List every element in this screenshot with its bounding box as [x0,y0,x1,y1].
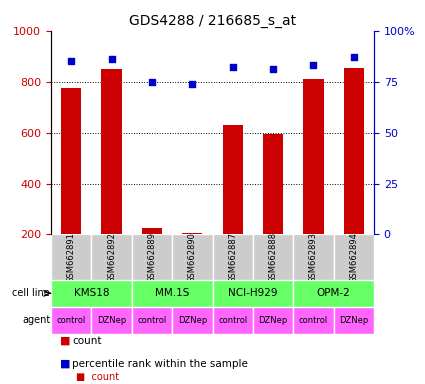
Text: MM.1S: MM.1S [155,288,189,298]
Text: percentile rank within the sample: percentile rank within the sample [72,359,248,369]
FancyBboxPatch shape [51,235,91,280]
Bar [142,228,162,285]
FancyBboxPatch shape [132,280,212,307]
Text: GSM662894: GSM662894 [349,232,358,283]
Bar [61,88,81,285]
FancyBboxPatch shape [91,307,132,334]
Bar [223,125,243,285]
Text: ■: ■ [60,336,70,346]
Text: control: control [57,316,86,325]
FancyBboxPatch shape [172,307,212,334]
Point [189,81,196,87]
Text: ■  count: ■ count [76,372,119,382]
Bar [102,69,122,285]
Point [68,58,75,65]
Text: control: control [299,316,328,325]
FancyBboxPatch shape [293,235,334,280]
Text: GSM662893: GSM662893 [309,232,318,283]
Bar [303,79,323,285]
Bar [263,134,283,285]
Text: cell line: cell line [12,288,50,298]
FancyBboxPatch shape [253,307,293,334]
FancyBboxPatch shape [212,280,293,307]
Point [350,54,357,60]
Text: KMS18: KMS18 [74,288,109,298]
Point [269,66,276,73]
Text: GSM662891: GSM662891 [67,232,76,283]
Text: NCI-H929: NCI-H929 [228,288,278,298]
Text: ■: ■ [60,359,70,369]
FancyBboxPatch shape [334,307,374,334]
Point [108,56,115,62]
FancyBboxPatch shape [51,307,91,334]
Text: DZNep: DZNep [178,316,207,325]
FancyBboxPatch shape [132,307,172,334]
Text: DZNep: DZNep [258,316,288,325]
Bar [182,233,202,285]
Text: DZNep: DZNep [339,316,368,325]
FancyBboxPatch shape [172,235,212,280]
FancyBboxPatch shape [212,307,253,334]
FancyBboxPatch shape [334,235,374,280]
FancyBboxPatch shape [253,235,293,280]
Point [230,65,236,71]
Text: control: control [218,316,247,325]
Text: DZNep: DZNep [97,316,126,325]
FancyBboxPatch shape [91,235,132,280]
Text: agent: agent [22,316,50,326]
FancyBboxPatch shape [212,235,253,280]
Text: GSM662889: GSM662889 [147,232,156,283]
Text: GSM662892: GSM662892 [107,232,116,283]
Text: count: count [72,336,102,346]
Text: GSM662888: GSM662888 [269,232,278,283]
FancyBboxPatch shape [132,235,172,280]
Text: control: control [137,316,167,325]
Title: GDS4288 / 216685_s_at: GDS4288 / 216685_s_at [129,14,296,28]
Text: GSM662890: GSM662890 [188,232,197,283]
Bar [344,68,364,285]
FancyBboxPatch shape [293,280,374,307]
FancyBboxPatch shape [51,280,132,307]
Text: OPM-2: OPM-2 [317,288,351,298]
Text: GSM662887: GSM662887 [228,232,237,283]
Point [149,79,156,85]
FancyBboxPatch shape [293,307,334,334]
Point [310,62,317,68]
